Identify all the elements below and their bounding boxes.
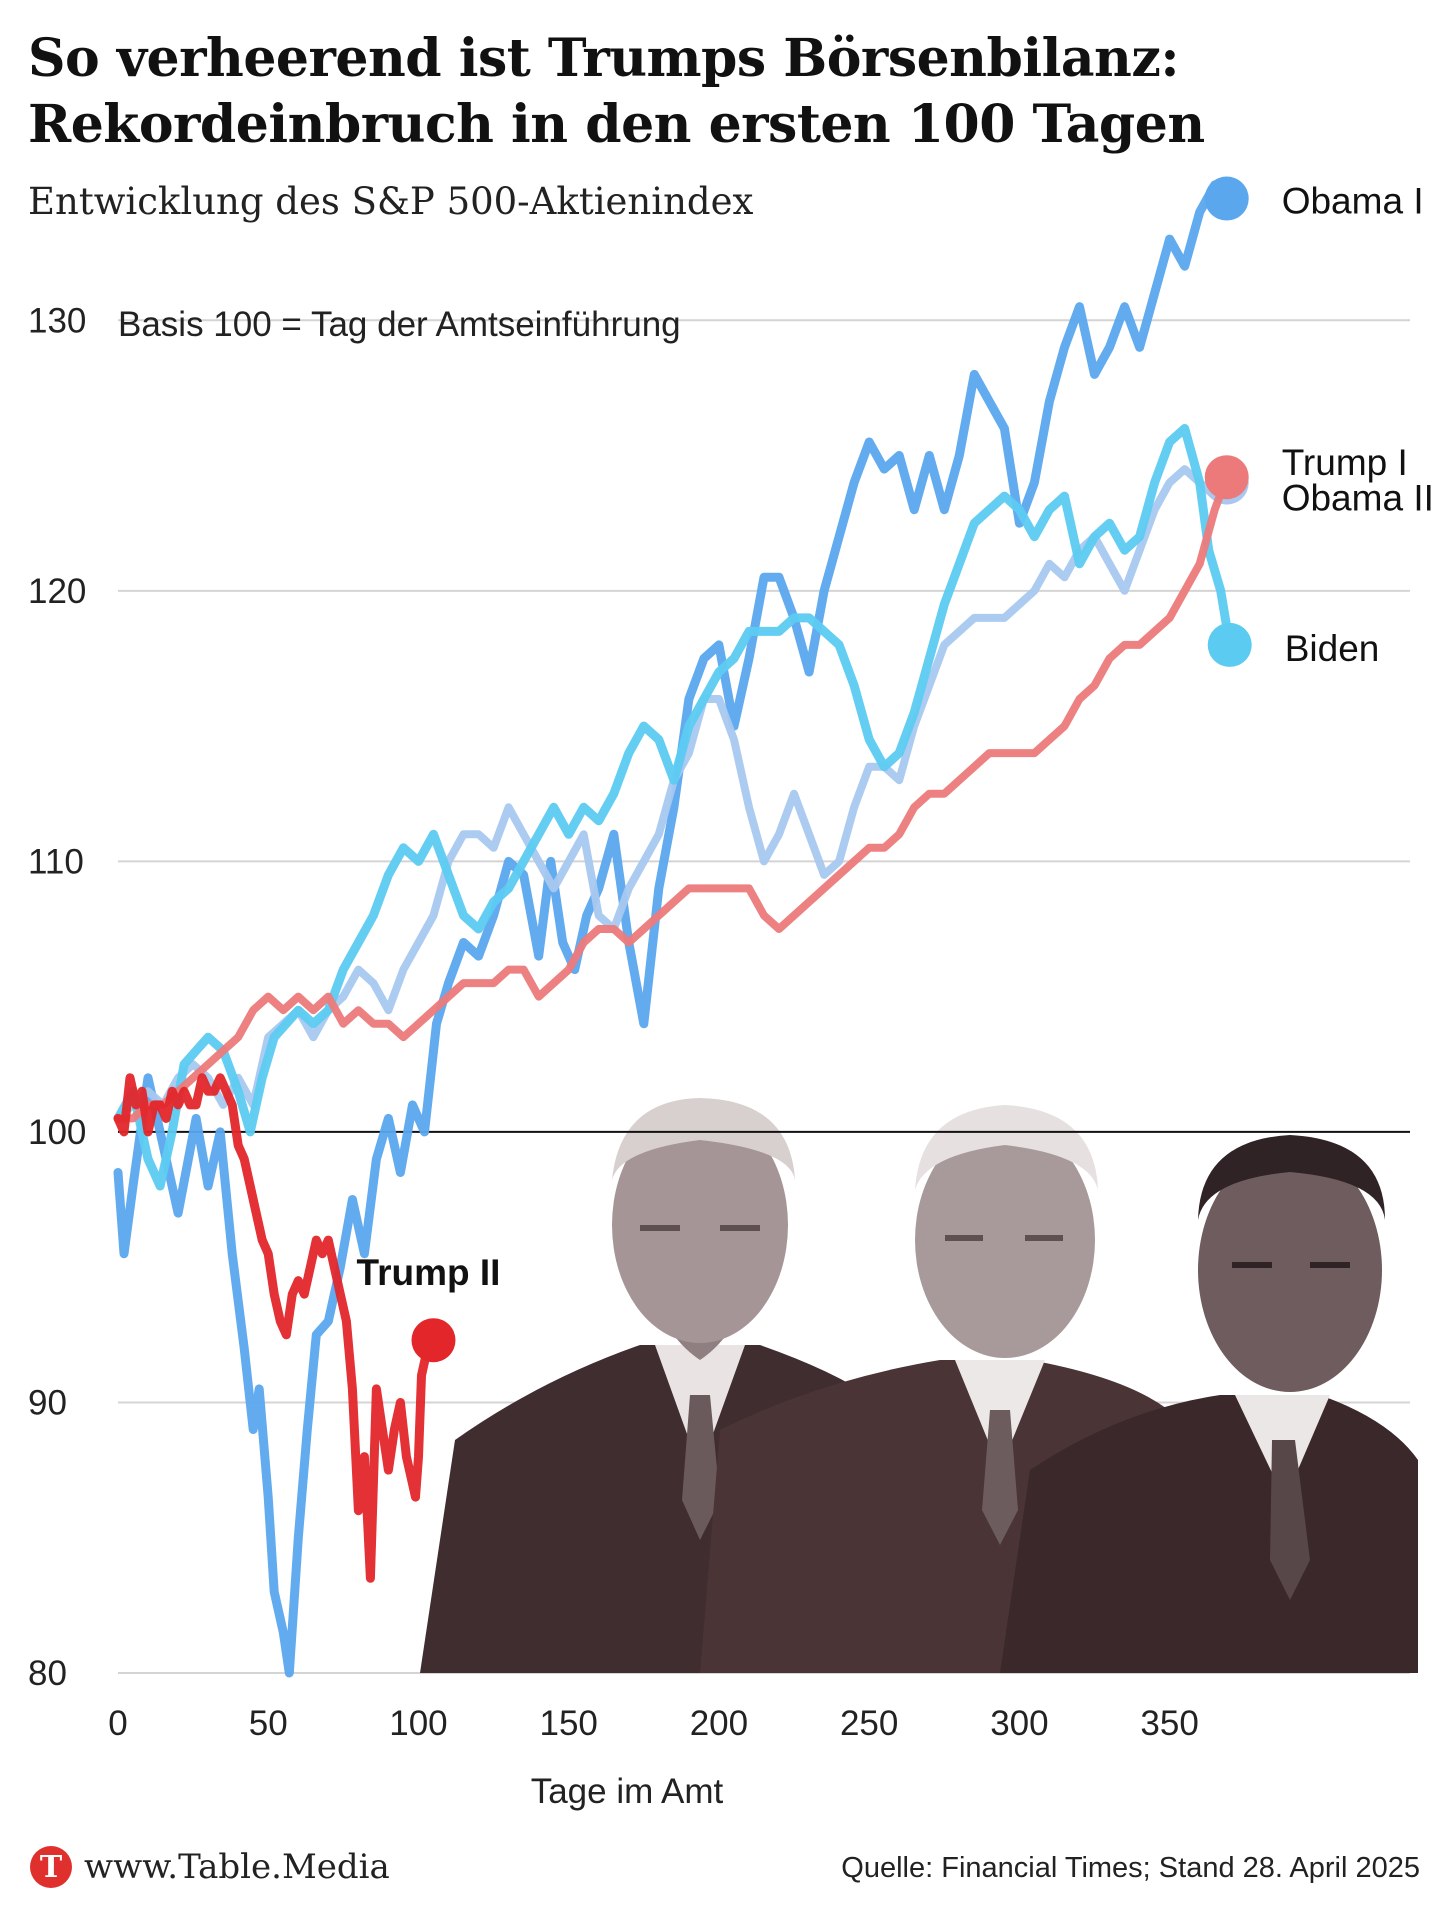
chart-subtitle: Entwicklung des S&P 500-Aktienindex	[28, 180, 754, 223]
series-line-trump-ii	[113, 1073, 438, 1583]
footer-source: Quelle: Financial Times; Stand 28. April…	[841, 1852, 1420, 1884]
title-line-2: Rekordeinbruch in den ersten 100 Tagen	[28, 94, 1205, 155]
label-obama-ii: Obama II	[1282, 478, 1434, 519]
axes: 80 90 100 110 120 130 0 50 100 150 200 250 300 350	[28, 301, 1410, 1743]
footer-brand: T www.Table.Media	[30, 1846, 390, 1888]
x-tick-300: 300	[990, 1704, 1048, 1743]
sp500-line-chart: 80 90 100 110 120 130 0 50 100 150 200 250 300 350 Ob…	[28, 176, 1434, 1811]
label-trump-ii: Trump II	[357, 1252, 501, 1293]
x-tick-150: 150	[539, 1704, 597, 1743]
series-lines	[113, 176, 1252, 1678]
chart-title: So verheerend ist Trumps Börsenbilanz: R…	[28, 26, 1428, 158]
y-tick-130: 130	[28, 301, 86, 340]
president-photos	[420, 1098, 1418, 1673]
x-axis-label: Tage im Amt	[531, 1772, 724, 1811]
y-tick-100: 100	[28, 1113, 86, 1152]
series-line-biden	[113, 424, 1235, 1191]
label-trump-i: Trump I	[1282, 442, 1408, 483]
footer-site[interactable]: www.Table.Media	[84, 1847, 390, 1887]
x-tick-350: 350	[1140, 1704, 1198, 1743]
label-obama-i: Obama I	[1282, 181, 1424, 222]
series-end-marker-trump-i	[1204, 455, 1249, 500]
photo-obama	[1000, 1135, 1418, 1673]
y-tick-110: 110	[28, 842, 84, 881]
y-tick-80: 80	[28, 1654, 67, 1693]
y-tick-120: 120	[28, 572, 86, 611]
label-biden: Biden	[1285, 628, 1380, 669]
y-tick-90: 90	[28, 1383, 67, 1422]
table-media-logo: T	[30, 1846, 72, 1888]
title-line-1: So verheerend ist Trumps Börsenbilanz:	[28, 28, 1180, 89]
chart-note: Basis 100 = Tag der Amtseinführung	[118, 305, 681, 344]
x-tick-0: 0	[108, 1704, 127, 1743]
series-line-trump-i	[114, 473, 1231, 1123]
x-tick-100: 100	[389, 1704, 447, 1743]
x-tick-50: 50	[249, 1704, 288, 1743]
x-tick-200: 200	[690, 1704, 748, 1743]
series-end-marker-biden	[1207, 622, 1252, 667]
x-tick-250: 250	[840, 1704, 898, 1743]
series-end-marker-obama-i	[1204, 176, 1249, 221]
series-end-marker-trump-ii	[411, 1318, 456, 1363]
